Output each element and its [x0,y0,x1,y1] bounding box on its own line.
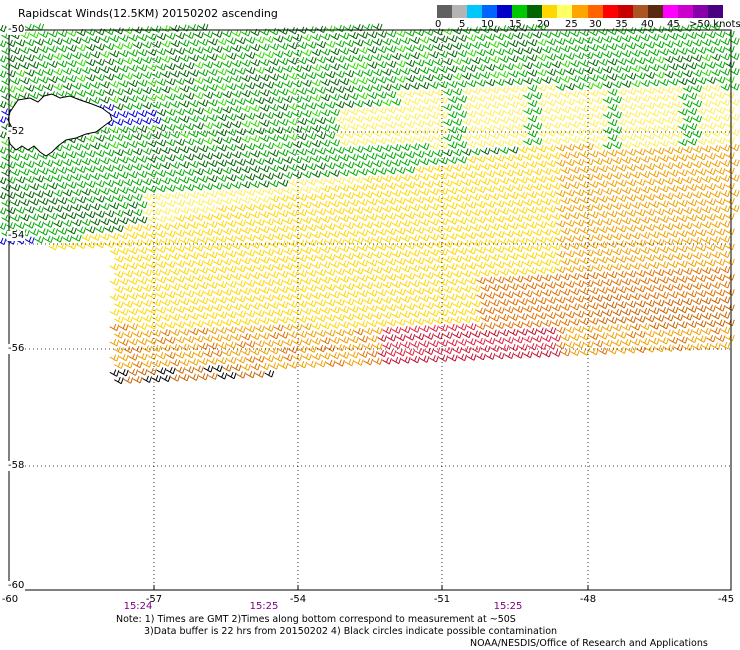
legend-swatch [452,5,468,18]
time-label: 15:25 [493,601,523,612]
legend-label: 10 [481,19,494,30]
legend-label: 45 [667,19,680,30]
legend-label: 15 [509,19,522,30]
legend-label: >50 knots [689,19,740,30]
legend-label: 30 [589,19,602,30]
wind-barb-group [377,327,562,365]
note-line-1: Note: 1) Times are GMT 2)Times along bot… [116,614,516,625]
legend-swatch [497,5,513,18]
lon-label: -48 [579,594,597,605]
legend-label: 40 [641,19,654,30]
map-grid [9,30,731,590]
note-line-2: 3)Data buffer is 22 hrs from 20150202 4)… [144,626,558,637]
falkland-islands-coastline [7,93,113,157]
lat-label: -60 [7,580,26,591]
lat-label: -58 [7,460,26,471]
wind-speed-legend: 0 5 10 15 20 25 30 35 40 45 >50 knots [435,5,740,35]
legend-swatch [632,5,649,18]
lon-label: -45 [717,594,735,605]
wind-barb-group [109,265,735,371]
legend-swatch [572,5,589,18]
credit-line: NOAA/NESDIS/Office of Research and Appli… [470,638,708,649]
legend-swatch [602,5,619,18]
lon-label: -51 [433,594,451,605]
chart-title: Rapidscat Winds(12.5KM) 20150202 ascendi… [18,7,278,20]
legend-swatch [527,5,543,18]
wind-barbs [0,23,740,385]
wind-barb-group [109,142,740,371]
legend-swatch [542,5,558,18]
wind-barb-group [1,25,735,150]
wind-barb-group [48,144,562,330]
wind-barb-group [109,364,275,385]
legend-swatch [437,5,453,18]
legend-swatch [482,5,498,18]
legend-label: 35 [615,19,628,30]
wind-barb-group [123,293,735,384]
lon-label: -57 [145,594,163,605]
legend-label: 5 [459,19,466,30]
time-label: 15:25 [249,601,279,612]
lat-label: -56 [7,343,26,354]
legend-swatch [587,5,604,18]
wind-barb-group [0,23,735,235]
legend-swatch [647,5,664,18]
legend-swatch [707,5,724,18]
lon-label: -54 [289,594,307,605]
legend-label: 0 [435,19,442,30]
legend-swatch [692,5,709,18]
legend-label: 25 [565,19,578,30]
legend-swatch [512,5,528,18]
legend-swatch [557,5,573,18]
lat-label: -52 [7,126,26,137]
wind-barb-group [0,23,740,244]
map-frame [8,29,732,591]
legend-swatch [662,5,679,18]
lat-label: -54 [7,230,26,241]
wind-barb-group [142,83,740,224]
legend-swatch [467,5,483,18]
lon-label: -60 [1,594,19,605]
lat-label: -50 [7,24,26,35]
legend-swatch [617,5,634,18]
legend-swatch [677,5,694,18]
time-label: 15:24 [123,601,153,612]
